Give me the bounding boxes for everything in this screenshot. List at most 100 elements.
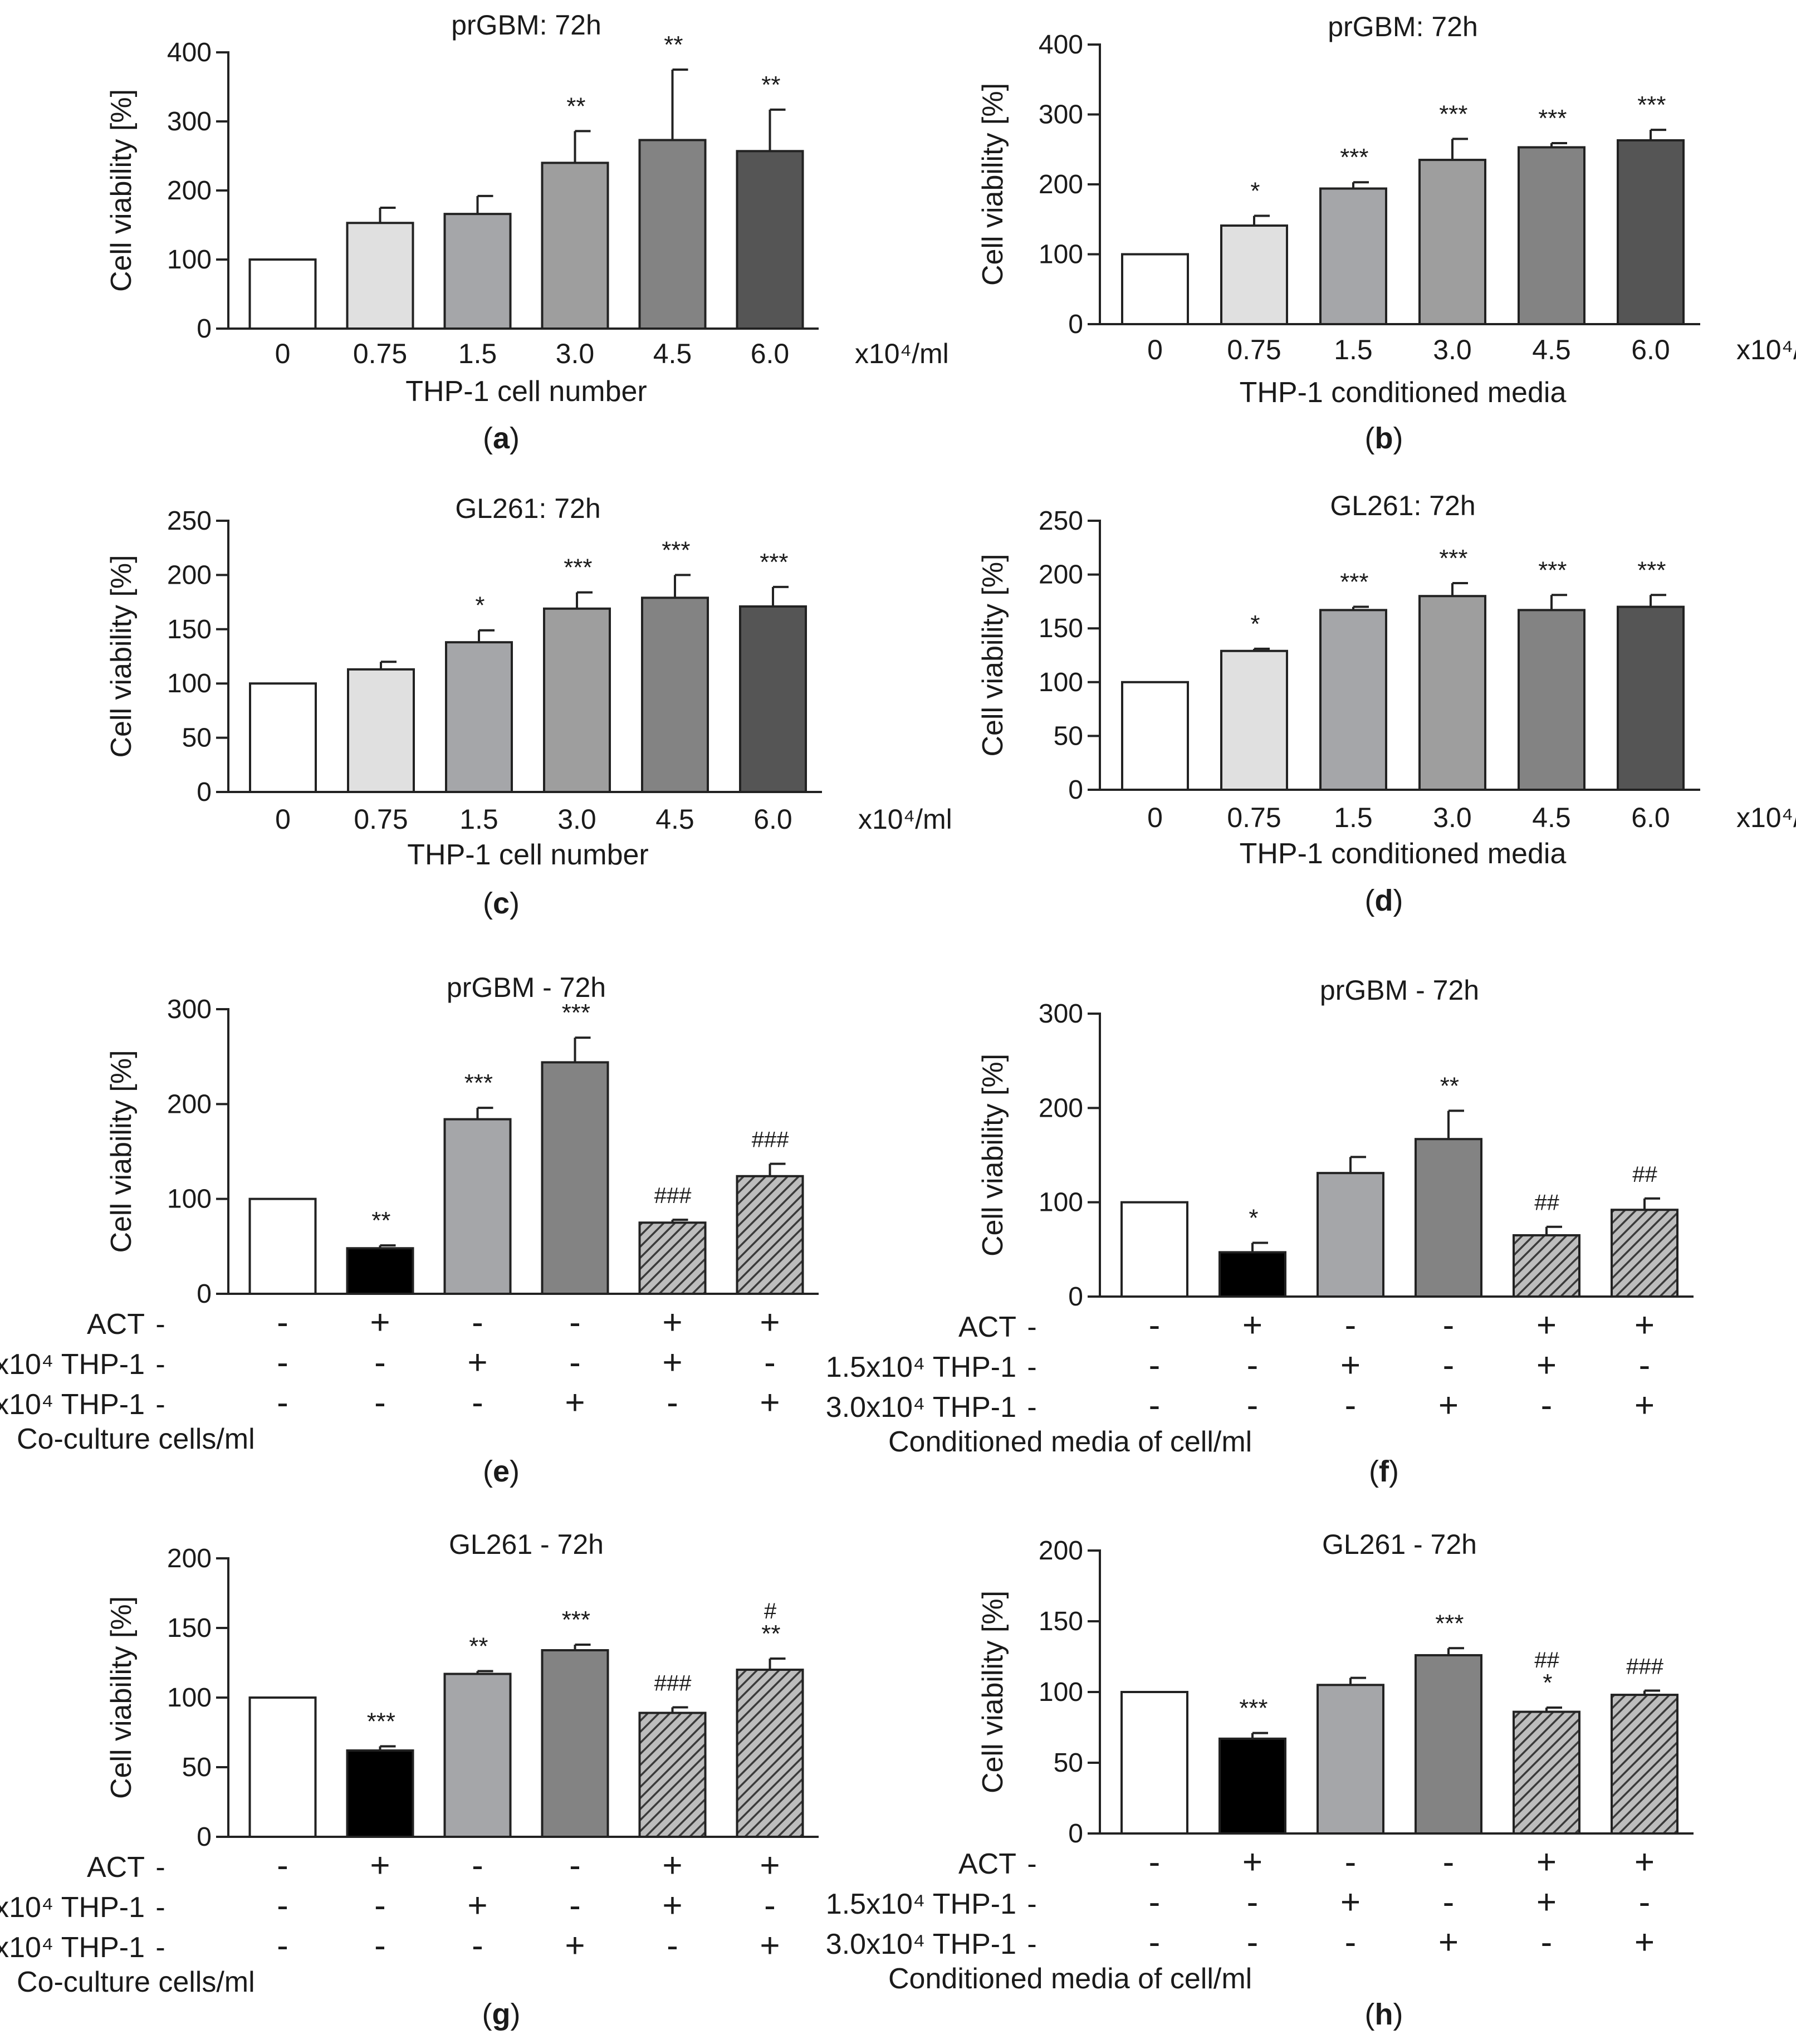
panel-f-caption: (f) xyxy=(1369,1455,1399,1488)
panel-c-title: GL261: 72h xyxy=(455,493,600,524)
panel-a-bar xyxy=(346,222,414,330)
panel-c-significance-label: *** xyxy=(660,536,690,564)
panel-c-category-label: 0 xyxy=(275,804,291,835)
panel-a-ytick-label: 0 xyxy=(197,314,212,344)
panel-h-ytick-label: 0 xyxy=(1068,1819,1083,1849)
panel-a-category-label: 1.5 xyxy=(458,338,497,369)
panel-e-caption: (e) xyxy=(483,1455,520,1488)
panel-a-ytick-label: 100 xyxy=(167,245,212,275)
panel-f-thp1-3-0-row-mark: - xyxy=(1541,1386,1553,1425)
panel-g-ylabel: Cell viability [%] xyxy=(105,1596,138,1799)
panel-c-significance-label: *** xyxy=(758,549,788,576)
panel-a-bar xyxy=(638,139,707,330)
panel-g-ytick-label: 150 xyxy=(167,1613,212,1643)
panel-b-category-label: 4.5 xyxy=(1532,334,1571,365)
panel-h-ytick-label: 200 xyxy=(1039,1536,1083,1566)
panel-h-thp1-3-0-row-label: 3.0x10⁴ THP-1 xyxy=(826,1928,1016,1960)
panel-d-ylabel: Cell viability [%] xyxy=(977,554,1009,756)
panel-f-thp1-3-0-row-mark: + xyxy=(1634,1386,1655,1425)
panel-g-thp1-1-5-row-mark: - xyxy=(764,1886,776,1925)
panel-c-category-label: 4.5 xyxy=(655,804,694,835)
panel-b-category-label: 3.0 xyxy=(1433,334,1472,365)
panel-e-act-row-mark: - xyxy=(569,1303,581,1342)
panel-a-bar xyxy=(736,150,804,330)
panel-f-act-row-mark: + xyxy=(1242,1306,1262,1344)
panel-g-bar xyxy=(541,1649,609,1838)
panel-f-bar xyxy=(1513,1234,1580,1298)
panel-h-thp1-1-5-row-mark: + xyxy=(1340,1883,1361,1921)
panel-a-category-label: 3.0 xyxy=(556,338,595,369)
panel-b-category-label: 0.75 xyxy=(1227,334,1281,365)
panel-g-act-row-mark: + xyxy=(662,1846,682,1885)
panel-f-thp1-1-5-row-mark: - xyxy=(1027,1351,1036,1383)
panel-a-ylabel: Cell viability [%] xyxy=(105,89,138,292)
panel-h-ylabel: Cell viability [%] xyxy=(977,1591,1009,1793)
panel-c-ytick-label: 0 xyxy=(197,777,212,807)
panel-f-ytick-label: 0 xyxy=(1068,1282,1083,1312)
panel-e-bar xyxy=(736,1175,804,1295)
panel-c-caption: (c) xyxy=(483,887,520,920)
panel-e-thp1-1-5-row-mark: - xyxy=(569,1343,581,1382)
panel-f-thp1-1-5-row-mark: - xyxy=(1149,1346,1161,1385)
panel-g-significance-label: # xyxy=(764,1599,776,1624)
panel-e-significance-label: ### xyxy=(654,1184,691,1208)
panel-h-thp1-1-5-row-label: 1.5x10⁴ THP-1 xyxy=(826,1888,1016,1920)
panel-a-caption: (a) xyxy=(483,422,520,455)
panel-f-thp1-3-0-row-label: 3.0x10⁴ THP-1 xyxy=(826,1391,1016,1424)
panel-c-category-label: 0.75 xyxy=(354,804,408,835)
panel-e-footer-label: Co-culture cells/ml xyxy=(17,1423,255,1455)
panel-h-significance-label: *** xyxy=(1238,1695,1268,1722)
panel-c-ytick-label: 150 xyxy=(167,615,212,644)
panel-e-act-row-label: ACT xyxy=(87,1308,145,1341)
panel-h-thp1-1-5-row-mark: - xyxy=(1027,1888,1036,1920)
panel-h-thp1-1-5-row-mark: + xyxy=(1536,1883,1557,1921)
panel-h-act-row-mark: - xyxy=(1443,1843,1455,1881)
panel-h-significance-label: ## xyxy=(1534,1648,1559,1673)
panel-d-category-label: 4.5 xyxy=(1532,802,1571,833)
panel-e-thp1-3-0-row-mark: - xyxy=(277,1383,288,1422)
panel-b-ytick-label: 400 xyxy=(1039,30,1083,60)
panel-g-thp1-3-0-row-mark: - xyxy=(374,1926,386,1965)
panel-b-significance-label: *** xyxy=(1636,91,1666,119)
panel-h-ytick-label: 150 xyxy=(1039,1607,1083,1636)
panel-h-bar xyxy=(1317,1684,1384,1835)
panel-g-thp1-3-0-row-mark: - xyxy=(155,1931,165,1964)
panel-c-ylabel: Cell viability [%] xyxy=(105,555,138,757)
panel-h-bar xyxy=(1513,1710,1580,1835)
panel-b-ytick-label: 300 xyxy=(1039,100,1083,130)
panel-h-thp1-1-5-row-mark: - xyxy=(1247,1883,1259,1921)
panel-f-significance-label: * xyxy=(1247,1204,1258,1231)
panel-d-ytick-label: 100 xyxy=(1039,668,1083,697)
panel-a-bar xyxy=(541,162,609,330)
panel-e-act-row-mark: - xyxy=(277,1303,288,1342)
panel-b-category-label: 1.5 xyxy=(1334,334,1373,365)
panel-d-category-label: 0.75 xyxy=(1227,802,1281,833)
panel-f-ytick-label: 100 xyxy=(1039,1188,1083,1217)
panel-f-bar xyxy=(1120,1201,1188,1298)
panel-a-bar xyxy=(248,258,317,330)
panel-b-ytick-label: 0 xyxy=(1068,310,1083,339)
panel-f-thp1-3-0-row-mark: - xyxy=(1345,1386,1357,1425)
panel-e-significance-label: *** xyxy=(561,999,590,1026)
panel-b-category-label: 0 xyxy=(1147,334,1163,365)
panel-c-x-unit: x10⁴/ml xyxy=(858,804,952,835)
panel-c-bar xyxy=(445,641,513,794)
panel-a-xlabel: THP-1 cell number xyxy=(405,375,647,408)
panel-h-significance-label: ### xyxy=(1626,1654,1663,1679)
panel-f-bar xyxy=(1317,1172,1384,1298)
panel-e-thp1-1-5-row-mark: + xyxy=(662,1343,682,1382)
panel-g-act-row-mark: - xyxy=(569,1846,581,1885)
panel-h-thp1-3-0-row-mark: + xyxy=(1438,1923,1459,1962)
panel-e-title: prGBM - 72h xyxy=(447,972,606,1003)
panel-g-thp1-1-5-row-mark: + xyxy=(467,1886,487,1925)
panel-b-significance-label: *** xyxy=(1339,144,1368,171)
panel-f-significance-label: ## xyxy=(1632,1162,1657,1187)
panel-g-bar xyxy=(443,1673,512,1838)
panel-c-significance-label: * xyxy=(474,592,485,619)
panel-g-significance-label: *** xyxy=(366,1708,395,1735)
panel-f-title: prGBM - 72h xyxy=(1320,975,1479,1006)
panel-f-thp1-1-5-row-mark: - xyxy=(1639,1346,1651,1385)
panel-e-thp1-3-0-row-mark: + xyxy=(565,1383,585,1422)
panel-g-act-row-label: ACT xyxy=(87,1851,145,1884)
